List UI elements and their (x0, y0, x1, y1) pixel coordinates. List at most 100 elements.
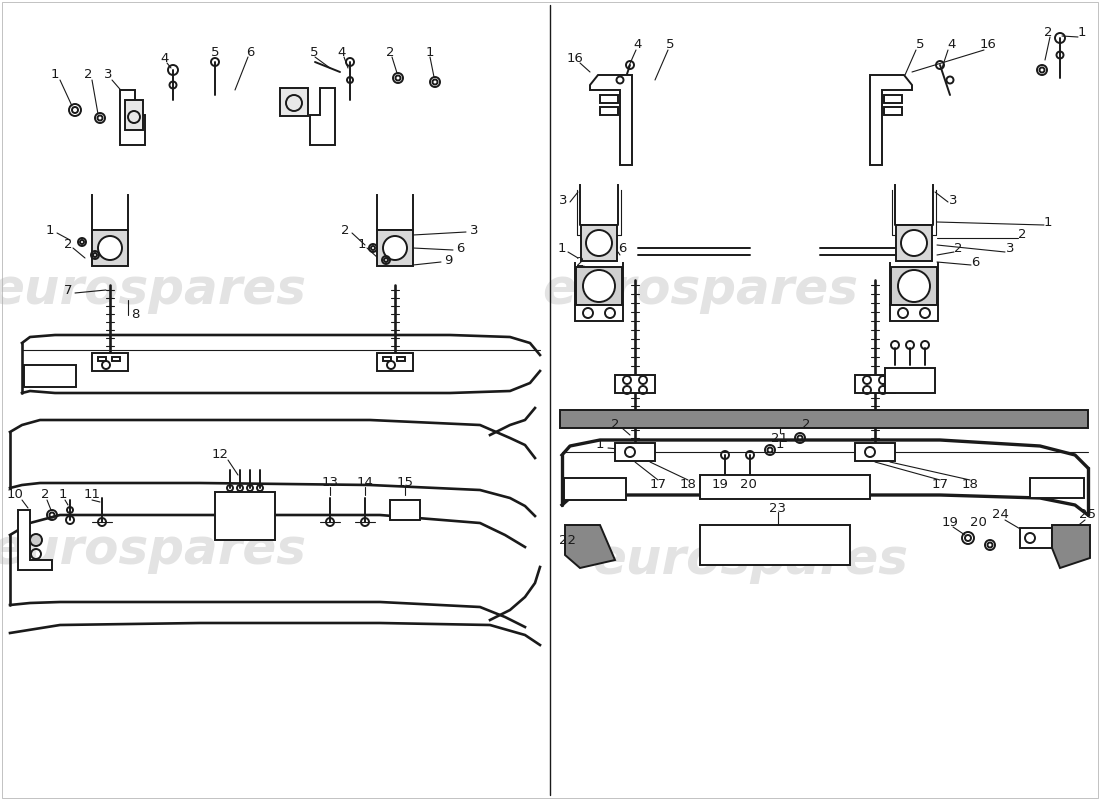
Text: 10: 10 (7, 489, 23, 502)
Bar (615, 443, 654, 461)
Bar (855, 443, 895, 461)
Text: 1: 1 (596, 438, 604, 451)
Text: 6: 6 (971, 255, 979, 269)
Circle shape (30, 534, 42, 546)
Bar (896, 225, 932, 261)
Text: 22: 22 (560, 534, 576, 546)
Text: 3: 3 (948, 194, 957, 206)
Text: 3: 3 (559, 194, 568, 206)
Bar (855, 375, 895, 393)
Polygon shape (870, 75, 912, 165)
Text: 2: 2 (575, 255, 584, 269)
Bar (581, 225, 617, 261)
Polygon shape (565, 525, 615, 568)
Circle shape (586, 230, 612, 256)
Text: 5: 5 (666, 38, 674, 51)
Text: 4: 4 (161, 51, 169, 65)
Polygon shape (120, 90, 145, 145)
Bar (397, 357, 405, 361)
Text: 6: 6 (618, 242, 626, 254)
Text: 11: 11 (84, 489, 100, 502)
Text: eurospares: eurospares (592, 536, 908, 584)
Text: 21: 21 (771, 431, 789, 445)
Bar (383, 357, 390, 361)
Text: 3: 3 (470, 223, 478, 237)
Circle shape (583, 270, 615, 302)
Circle shape (901, 230, 927, 256)
Text: 14: 14 (356, 475, 373, 489)
Text: 16: 16 (566, 51, 583, 65)
Text: 23: 23 (770, 502, 786, 514)
Bar (1020, 528, 1052, 548)
Text: 4: 4 (338, 46, 346, 58)
Text: eurospares: eurospares (0, 526, 306, 574)
Circle shape (98, 236, 122, 260)
Bar (700, 475, 870, 499)
Text: 6: 6 (455, 242, 464, 254)
Text: 20: 20 (969, 515, 987, 529)
Bar (98, 357, 106, 361)
Text: 1: 1 (51, 69, 59, 82)
Bar (891, 267, 937, 305)
Bar (890, 305, 938, 321)
Text: 18: 18 (961, 478, 978, 491)
Text: 24: 24 (991, 509, 1009, 522)
Bar (125, 100, 143, 130)
Bar (700, 525, 850, 565)
Text: 18: 18 (680, 478, 696, 491)
Text: 6: 6 (245, 46, 254, 58)
Polygon shape (18, 510, 52, 570)
Circle shape (898, 270, 929, 302)
Bar (600, 107, 618, 115)
Text: 12: 12 (211, 449, 229, 462)
Text: 5: 5 (310, 46, 318, 58)
Text: 1: 1 (1044, 215, 1053, 229)
Bar (576, 267, 621, 305)
Text: 1: 1 (776, 438, 784, 451)
Bar (615, 375, 654, 393)
Text: 16: 16 (980, 38, 997, 51)
Polygon shape (590, 75, 632, 165)
Text: 2: 2 (1044, 26, 1053, 38)
Text: 3: 3 (103, 69, 112, 82)
Text: 2: 2 (64, 238, 73, 251)
Polygon shape (214, 492, 275, 540)
Bar (390, 500, 420, 520)
Bar (884, 107, 902, 115)
Text: 7: 7 (64, 283, 73, 297)
Bar (1030, 478, 1084, 498)
Bar (280, 88, 308, 116)
Text: 8: 8 (131, 309, 140, 322)
Text: 15: 15 (396, 475, 414, 489)
Text: eurospares: eurospares (542, 266, 858, 314)
Bar (24, 365, 76, 387)
Text: 2: 2 (1018, 229, 1026, 242)
Text: 2: 2 (802, 418, 811, 431)
Circle shape (383, 236, 407, 260)
Text: 1: 1 (358, 238, 366, 251)
Text: 1: 1 (558, 242, 566, 254)
Text: 2: 2 (41, 489, 50, 502)
Bar (560, 410, 1088, 428)
Text: eurospares: eurospares (0, 266, 306, 314)
Text: 4: 4 (634, 38, 642, 51)
Bar (886, 368, 935, 393)
Text: 2: 2 (386, 46, 394, 58)
Bar (600, 95, 618, 103)
Text: 5: 5 (211, 46, 219, 58)
Text: 20: 20 (739, 478, 757, 491)
Text: 19: 19 (712, 478, 728, 491)
Text: 17: 17 (932, 478, 948, 491)
Text: 2: 2 (954, 242, 962, 254)
Text: 1: 1 (1078, 26, 1087, 38)
Polygon shape (310, 88, 336, 145)
Text: 2: 2 (610, 418, 619, 431)
Bar (377, 353, 412, 371)
Text: 1: 1 (426, 46, 434, 58)
Text: 4: 4 (948, 38, 956, 51)
Bar (92, 353, 128, 371)
Text: 1: 1 (46, 223, 54, 237)
Text: 25: 25 (1079, 509, 1097, 522)
Text: 19: 19 (942, 515, 958, 529)
Bar (575, 305, 623, 321)
